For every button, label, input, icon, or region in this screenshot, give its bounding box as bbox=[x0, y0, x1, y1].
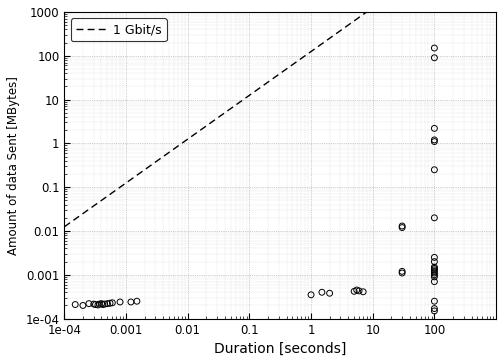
Point bbox=[355, 288, 363, 294]
Point bbox=[431, 264, 439, 270]
Point bbox=[79, 302, 87, 308]
Point bbox=[108, 300, 116, 306]
Point bbox=[71, 302, 79, 307]
Point bbox=[431, 308, 439, 314]
Point bbox=[353, 287, 361, 293]
Point bbox=[42, 308, 50, 314]
Y-axis label: Amount of data Sent [MBytes]: Amount of data Sent [MBytes] bbox=[7, 76, 20, 255]
Point bbox=[431, 269, 439, 274]
Point bbox=[431, 279, 439, 285]
Point bbox=[398, 223, 406, 229]
Point bbox=[431, 298, 439, 304]
Point bbox=[90, 301, 98, 307]
Point bbox=[96, 301, 104, 307]
Point bbox=[431, 270, 439, 276]
Point bbox=[54, 307, 62, 313]
Point bbox=[51, 307, 59, 313]
Point bbox=[359, 289, 367, 295]
Point bbox=[116, 299, 124, 305]
Legend: 1 Gbit/s: 1 Gbit/s bbox=[70, 18, 166, 41]
Point bbox=[85, 301, 93, 306]
Point bbox=[350, 289, 358, 294]
Point bbox=[431, 306, 439, 311]
Point bbox=[431, 265, 439, 271]
Point bbox=[398, 270, 406, 276]
Point bbox=[98, 301, 106, 306]
Point bbox=[431, 215, 439, 221]
Point bbox=[92, 302, 100, 307]
Point bbox=[431, 267, 439, 273]
Point bbox=[325, 290, 333, 296]
Point bbox=[431, 137, 439, 143]
Point bbox=[101, 301, 109, 307]
Point bbox=[398, 225, 406, 231]
Point bbox=[431, 139, 439, 144]
Point bbox=[47, 305, 55, 310]
Point bbox=[94, 302, 102, 308]
Point bbox=[431, 55, 439, 61]
Point bbox=[431, 274, 439, 280]
Point bbox=[318, 289, 326, 295]
Point bbox=[57, 306, 65, 311]
Point bbox=[127, 299, 135, 305]
Point bbox=[39, 306, 47, 311]
Point bbox=[431, 126, 439, 131]
Point bbox=[133, 298, 141, 304]
Point bbox=[431, 259, 439, 265]
Point bbox=[431, 167, 439, 173]
Point bbox=[99, 302, 107, 307]
X-axis label: Duration [seconds]: Duration [seconds] bbox=[214, 342, 347, 356]
Point bbox=[106, 300, 114, 306]
Point bbox=[307, 292, 315, 298]
Point bbox=[431, 45, 439, 51]
Point bbox=[398, 269, 406, 274]
Point bbox=[44, 307, 52, 313]
Point bbox=[104, 301, 112, 306]
Point bbox=[431, 254, 439, 260]
Point bbox=[431, 272, 439, 278]
